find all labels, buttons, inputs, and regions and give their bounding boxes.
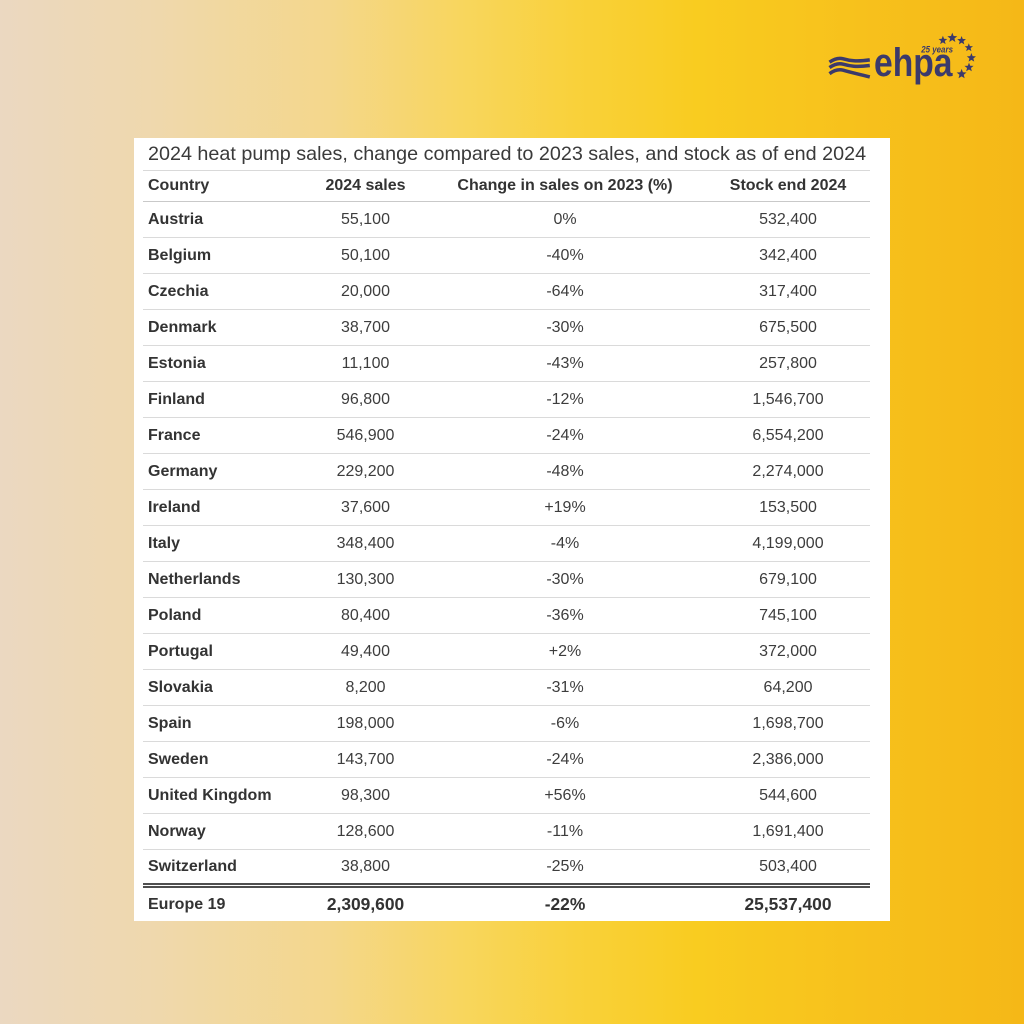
svg-text:ehpa: ehpa [874, 41, 953, 85]
svg-text:25 years: 25 years [920, 44, 953, 54]
